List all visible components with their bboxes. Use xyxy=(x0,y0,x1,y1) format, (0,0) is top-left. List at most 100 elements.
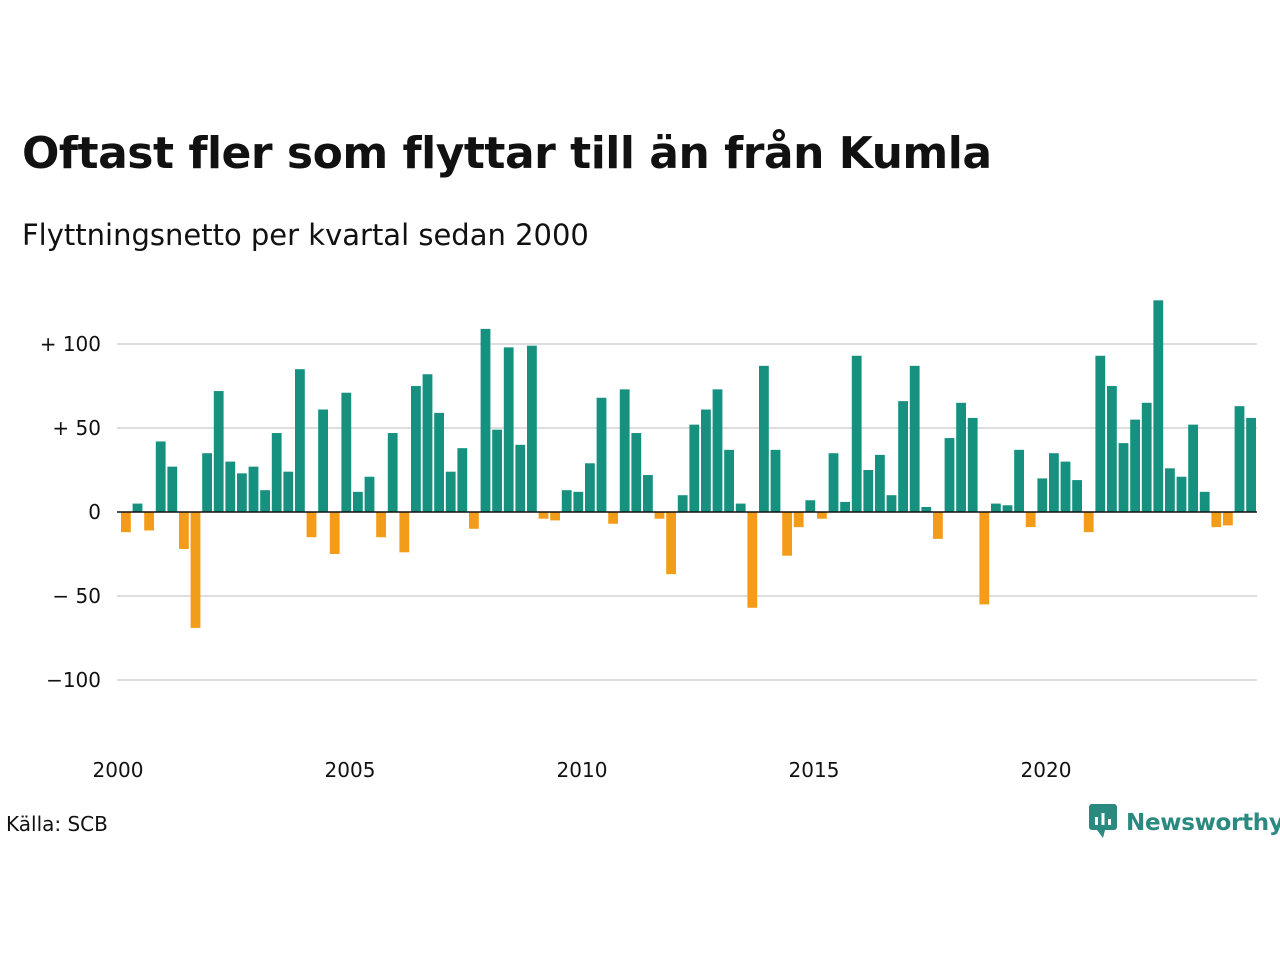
bar xyxy=(179,512,189,549)
bar xyxy=(793,512,804,528)
bar xyxy=(341,392,352,512)
x-tick-label: 2020 xyxy=(1021,758,1072,782)
bar xyxy=(933,512,943,539)
bar xyxy=(213,391,224,512)
bar xyxy=(202,453,212,512)
bar xyxy=(399,512,410,553)
x-tick-label: 2005 xyxy=(325,758,376,782)
bar xyxy=(979,512,990,605)
bar xyxy=(538,512,549,519)
bar xyxy=(271,433,282,512)
bar xyxy=(121,512,131,533)
bar xyxy=(283,471,294,512)
bar xyxy=(457,448,468,512)
y-axis-ticks: + 100 + 50 0 − 50 −100 xyxy=(40,332,101,692)
bar xyxy=(1141,402,1152,512)
bar xyxy=(875,454,885,512)
bar xyxy=(1025,512,1036,528)
bar xyxy=(747,512,758,608)
bar xyxy=(817,512,827,519)
bar xyxy=(805,500,816,512)
bar xyxy=(643,475,653,512)
bar xyxy=(666,512,676,575)
bar-chart: + 100 + 50 0 − 50 −100 2000 2005 2010 2015 2020 xyxy=(40,300,1257,782)
bar xyxy=(260,490,270,512)
bar xyxy=(1211,512,1222,528)
y-tick-label: + 50 xyxy=(52,416,101,440)
bar xyxy=(898,401,908,512)
source-note: Källa: SCB xyxy=(6,812,108,836)
bar xyxy=(782,512,792,556)
bar xyxy=(619,389,630,512)
bar xyxy=(329,512,340,554)
bar xyxy=(909,365,920,512)
bar xyxy=(1083,512,1094,533)
bar xyxy=(1002,505,1013,512)
bar xyxy=(759,365,769,512)
bar xyxy=(480,328,491,512)
chart-title: Oftast fler som flyttar till än från Kum… xyxy=(22,128,992,179)
bar xyxy=(1130,419,1140,512)
gridlines xyxy=(117,343,1257,681)
bar xyxy=(503,347,514,512)
bar xyxy=(735,503,746,512)
bar xyxy=(306,512,317,538)
bar xyxy=(411,386,421,512)
bar xyxy=(364,476,375,512)
bar xyxy=(689,424,700,512)
bar xyxy=(550,512,560,521)
bar xyxy=(132,503,143,512)
bar xyxy=(1223,512,1233,526)
bar xyxy=(840,501,850,512)
bar xyxy=(1107,386,1117,512)
bar xyxy=(724,449,734,512)
bar xyxy=(1072,480,1082,512)
bar xyxy=(1153,300,1164,512)
bar xyxy=(190,512,201,628)
y-tick-label: 0 xyxy=(88,500,101,524)
bar xyxy=(225,461,236,512)
bar xyxy=(422,374,433,512)
bars xyxy=(121,300,1256,628)
x-axis-ticks: 2000 2005 2010 2015 2020 xyxy=(93,758,1072,782)
bar xyxy=(1060,461,1071,512)
bar xyxy=(573,491,584,512)
bar xyxy=(248,466,259,512)
bar xyxy=(155,441,166,512)
bar xyxy=(654,512,665,519)
bar xyxy=(991,503,1001,512)
bar xyxy=(828,453,839,512)
bar xyxy=(921,506,932,512)
bar xyxy=(956,402,966,512)
bar xyxy=(445,471,456,512)
bar xyxy=(318,409,328,512)
bar xyxy=(561,490,572,512)
bar xyxy=(1095,355,1106,512)
bar xyxy=(527,345,537,512)
bar xyxy=(851,355,862,512)
bar xyxy=(631,433,642,512)
bar xyxy=(886,495,897,512)
brand-logo: Newsworthy xyxy=(1088,803,1280,843)
bar xyxy=(295,369,305,512)
bar xyxy=(387,433,398,512)
bar xyxy=(608,512,618,524)
x-tick-label: 2015 xyxy=(789,758,840,782)
bar xyxy=(1014,449,1024,512)
bar xyxy=(167,466,178,512)
chart-subtitle: Flyttningsnetto per kvartal sedan 2000 xyxy=(22,218,589,252)
newsworthy-logo-icon xyxy=(1088,803,1118,843)
bar xyxy=(1246,417,1256,512)
y-tick-label: + 100 xyxy=(40,332,101,356)
x-tick-label: 2000 xyxy=(93,758,144,782)
bar xyxy=(1188,424,1198,512)
bar xyxy=(770,449,781,512)
bar xyxy=(1049,453,1059,512)
bar xyxy=(376,512,386,538)
bar xyxy=(585,463,595,512)
bar xyxy=(1118,443,1129,512)
bar xyxy=(677,495,688,512)
bar xyxy=(353,491,363,512)
bar xyxy=(492,429,502,512)
bar xyxy=(596,397,607,512)
